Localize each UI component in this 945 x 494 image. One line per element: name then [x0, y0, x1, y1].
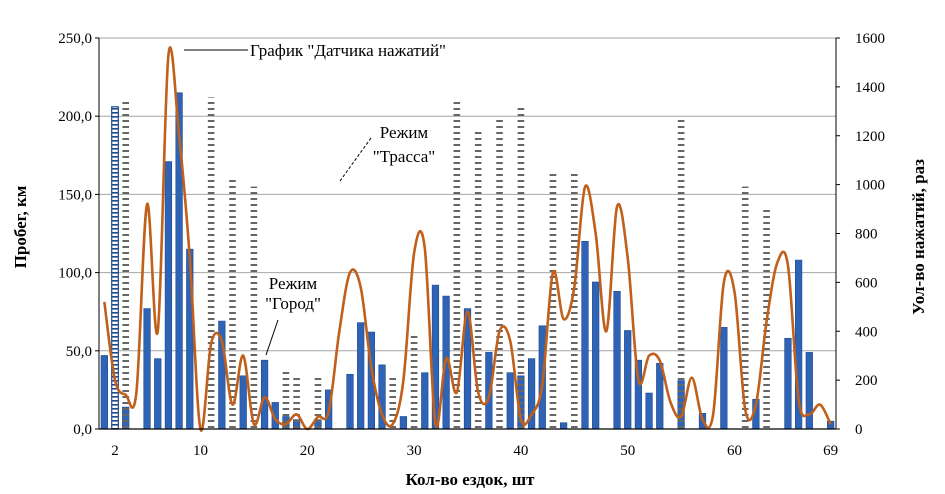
bar-mileage	[592, 281, 600, 430]
bar-mileage	[100, 355, 108, 430]
bar-highway-mode	[207, 97, 215, 429]
line-series	[103, 46, 832, 432]
bar-highway-mode	[453, 100, 461, 429]
bar-highway-mode	[282, 369, 290, 429]
y-ticks-left: 0,0 50,0 100,0 150,0 200,0 250,0	[58, 31, 99, 438]
y-tick-label-right: 1000	[855, 178, 885, 194]
x-tick-label: 69	[823, 443, 838, 459]
bar-highway-mode	[389, 374, 397, 429]
y-tick-label-left: 50,0	[66, 344, 92, 360]
bar-mileage	[164, 161, 173, 430]
annotation-highway-line2: "Трасса"	[373, 147, 436, 166]
x-tick-label: 20	[300, 443, 315, 459]
x-tick-label: 30	[407, 443, 422, 459]
bar-highway-mode	[741, 186, 749, 429]
y-tick-label-right: 1200	[855, 129, 885, 145]
y-tick-label-left: 200,0	[58, 109, 92, 125]
bar-mileage	[581, 241, 589, 430]
bar-mileage	[143, 308, 151, 430]
bar-mileage	[346, 373, 354, 430]
bar-highway-mode	[517, 105, 525, 429]
bar-mileage	[239, 375, 247, 430]
bar-highway-mode	[314, 375, 322, 429]
bar-highway-mode	[496, 116, 503, 429]
annotation-highway-line1: Режим	[380, 123, 429, 142]
bar-mileage	[357, 322, 365, 430]
bar-mileage	[613, 291, 621, 430]
annotation-city-line2: "Город"	[265, 294, 321, 313]
x-tick-label: 2	[111, 443, 119, 459]
bar-mileage	[784, 337, 792, 430]
y-tick-label-right: 1400	[855, 80, 885, 96]
y-ticks-right: 0 200 400 600 800 1000 1200 1400 1600	[836, 31, 885, 438]
annotations: График "Датчика нажатий" Режим "Трасса" …	[184, 41, 446, 356]
bars	[100, 92, 835, 430]
bar-mileage	[645, 392, 653, 430]
x-axis-title: Кол-во ездок, шт	[406, 470, 536, 489]
sensor-line	[103, 46, 832, 432]
x-tick-label: 10	[193, 443, 208, 459]
annotation-leader	[339, 137, 372, 182]
y-tick-label-left: 0,0	[73, 422, 92, 438]
bar-mileage	[260, 359, 269, 430]
bar-mileage	[399, 416, 408, 430]
bar-highway-mode	[474, 131, 482, 429]
y-tick-label-right: 600	[855, 275, 878, 291]
annotation-city-line1: Режим	[269, 274, 318, 293]
y-tick-label-left: 150,0	[58, 187, 92, 203]
bar-highway-mode	[250, 186, 258, 429]
x-tick-label: 40	[513, 443, 528, 459]
grid	[99, 37, 836, 352]
x-ticks: 2 10 20 30 40 50 60 69	[111, 443, 838, 459]
bar-mileage	[624, 330, 632, 430]
y-tick-label-left: 100,0	[58, 266, 92, 282]
y-axis-left-title: Пробег, км	[11, 185, 30, 268]
bar-mileage	[154, 358, 162, 430]
y-tick-label-right: 400	[855, 324, 878, 340]
bar-highway-mode	[677, 116, 685, 429]
y-tick-label-right: 800	[855, 227, 878, 243]
annotation-sensor-graph: График "Датчика нажатий"	[250, 41, 446, 60]
y-tick-label-right: 0	[855, 422, 863, 438]
bar-highway-mode	[410, 335, 418, 429]
x-tick-label: 50	[620, 443, 635, 459]
annotation-leader	[265, 319, 279, 356]
bar-highway-mode	[122, 100, 130, 429]
bar-highway-mode	[293, 375, 300, 429]
bar-mileage	[421, 372, 429, 430]
bar-highway-mode	[549, 170, 557, 429]
bar-highway-mode	[571, 170, 578, 429]
bar-mileage	[506, 372, 514, 430]
bar-highway-mode	[229, 178, 236, 429]
x-tick-label: 60	[727, 443, 742, 459]
bar-mileage	[805, 352, 813, 430]
y-tick-label-left: 250,0	[58, 31, 92, 47]
y-axis-right-title: Уол-во нажатий, раз	[909, 159, 928, 315]
y-tick-label-right: 200	[855, 373, 878, 389]
bar-mileage	[720, 327, 728, 430]
bar-mileage	[560, 422, 568, 430]
y-tick-label-right: 1600	[855, 31, 885, 47]
